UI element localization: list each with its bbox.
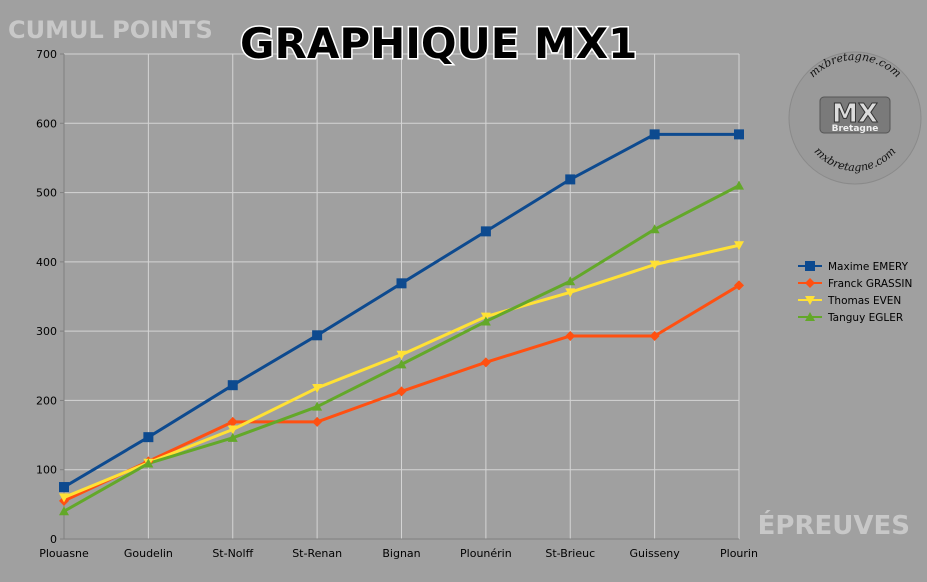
data-point-maxime-emery: [734, 129, 744, 140]
data-point-thomas-even: [565, 288, 576, 298]
x-axis-label: ÉPREUVES: [758, 509, 910, 541]
series-markers: [59, 129, 744, 516]
watermark-logo-bretagne: Bretagne: [832, 124, 879, 134]
x-tick-label: Plourin: [720, 547, 758, 560]
data-point-tanguy-egler: [312, 401, 323, 411]
y-tick-label: 600: [36, 117, 57, 130]
data-point-franck-grassin: [649, 330, 660, 341]
data-point-tanguy-egler: [227, 432, 238, 442]
data-point-tanguy-egler: [565, 276, 576, 286]
legend-entry-thomas-even: Thomas EVEN: [827, 295, 901, 307]
chart-title: GRAPHIQUE MX1: [240, 19, 637, 68]
data-point-maxime-emery: [59, 482, 69, 493]
data-point-tanguy-egler: [143, 458, 154, 468]
data-point-maxime-emery: [649, 129, 660, 140]
y-tick-label: 200: [36, 394, 57, 407]
data-point-maxime-emery: [565, 174, 576, 185]
grid: [63, 53, 740, 540]
y-tick-label: 500: [36, 187, 57, 200]
y-tick-label: 100: [36, 464, 57, 477]
data-point-maxime-emery: [227, 380, 238, 391]
y-tick-label: 700: [36, 48, 57, 61]
legend-swatch-marker: [805, 278, 815, 288]
legend-swatch-marker: [805, 261, 815, 271]
data-point-franck-grassin: [565, 330, 576, 341]
watermark-logo-mx: MX: [832, 99, 878, 129]
x-tick-label: St-Brieuc: [545, 547, 595, 560]
x-tick-labels: Plouasne Goudelin St-Nolff St-Renan Bignan Pl…: [39, 547, 758, 560]
data-point-maxime-emery: [143, 432, 154, 443]
data-point-franck-grassin: [734, 280, 744, 291]
data-point-thomas-even: [59, 493, 69, 503]
y-tick-label: 400: [36, 256, 57, 269]
data-point-thomas-even: [312, 383, 323, 393]
legend-swatch-marker: [805, 312, 815, 321]
y-axis-label: CUMUL POINTS: [8, 16, 213, 44]
axes: [60, 53, 739, 540]
data-point-thomas-even: [734, 241, 744, 251]
data-point-maxime-emery: [480, 226, 491, 237]
data-point-thomas-even: [396, 350, 407, 360]
data-point-franck-grassin: [480, 357, 491, 368]
y-tick-label: 0: [50, 533, 57, 546]
data-point-thomas-even: [227, 425, 238, 435]
data-point-maxime-emery: [396, 278, 407, 289]
legend-entry-tanguy-egler: Tanguy EGLER: [827, 312, 903, 324]
data-point-tanguy-egler: [480, 316, 491, 326]
x-tick-label: St-Renan: [292, 547, 342, 560]
x-tick-label: St-Nolff: [212, 547, 253, 560]
y-tick-labels: 0 100 200 300 400 500 600 700: [36, 48, 57, 546]
data-point-franck-grassin: [396, 386, 407, 397]
legend: Maxime EMERY Franck GRASSIN Thomas EVEN Tan…: [798, 261, 912, 324]
data-point-franck-grassin: [312, 416, 323, 427]
x-tick-label: Goudelin: [124, 547, 173, 560]
x-tick-label: Guisseny: [629, 547, 680, 560]
watermark-logo: mxbretagne.com mxbretagne.com MX Bretagn…: [788, 50, 922, 185]
x-tick-label: Plounérin: [460, 547, 512, 560]
legend-entry-maxime-emery: Maxime EMERY: [828, 261, 909, 273]
x-tick-label: Bignan: [382, 547, 420, 560]
data-point-tanguy-egler: [59, 506, 69, 516]
legend-swatch-marker: [805, 296, 815, 305]
data-point-franck-grassin: [227, 416, 238, 427]
y-tick-label: 300: [36, 325, 57, 338]
legend-entry-franck-grassin: Franck GRASSIN: [828, 278, 912, 290]
data-point-tanguy-egler: [734, 180, 744, 190]
data-point-tanguy-egler: [396, 359, 407, 369]
data-point-maxime-emery: [312, 330, 323, 341]
data-point-thomas-even: [649, 260, 660, 270]
data-point-tanguy-egler: [649, 224, 660, 234]
x-tick-label: Plouasne: [39, 547, 89, 560]
